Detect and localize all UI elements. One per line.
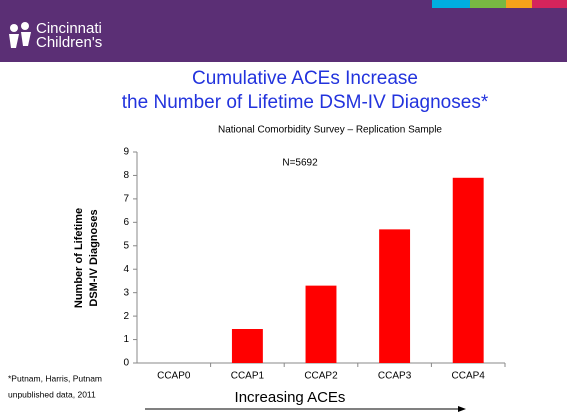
y-tick-label: 5 [123, 240, 129, 251]
y-tick-label: 2 [123, 311, 129, 322]
y-tick-label: 1 [123, 334, 129, 345]
subtitle: National Comorbidity Survey – Replicatio… [218, 125, 442, 136]
x-tick-label: CCAP1 [231, 371, 265, 382]
x-tick-label: CCAP0 [157, 371, 191, 382]
chart-title: Cumulative ACEs Increase [192, 68, 418, 89]
y-tick-label: 6 [123, 217, 129, 228]
x-axis-label: Increasing ACEs [235, 389, 346, 406]
x-tick-label: CCAP4 [452, 371, 486, 382]
y-tick-label: 4 [123, 264, 129, 275]
footnote: unpublished data, 2011 [8, 389, 96, 399]
y-tick-label: 9 [123, 147, 129, 158]
x-tick-label: CCAP2 [304, 371, 338, 382]
logo-text: Cincinnati [36, 20, 102, 37]
annotation: N=5692 [282, 158, 318, 169]
y-tick-label: 7 [123, 194, 129, 205]
bar [231, 329, 263, 363]
bar [452, 177, 484, 363]
logo-icon [9, 22, 31, 48]
logo-text: Children's [36, 34, 102, 51]
stripe [506, 0, 532, 8]
stripe [470, 0, 506, 8]
stripe [432, 0, 470, 8]
arrow-head [458, 406, 466, 412]
y-axis-label: Number of Lifetime [73, 208, 85, 308]
chart-title: the Number of Lifetime DSM-IV Diagnoses* [122, 92, 489, 113]
y-tick-label: 3 [123, 287, 129, 298]
footnote: *Putnam, Harris, Putnam [8, 373, 102, 383]
y-tick-label: 8 [123, 170, 129, 181]
y-tick-label: 0 [123, 358, 129, 369]
y-axis-label: DSM-IV Diagnoses [88, 209, 100, 306]
header-bar [0, 0, 567, 62]
bar [379, 229, 411, 363]
x-tick-label: CCAP3 [378, 371, 412, 382]
bar [305, 285, 337, 363]
stripe [532, 0, 567, 8]
